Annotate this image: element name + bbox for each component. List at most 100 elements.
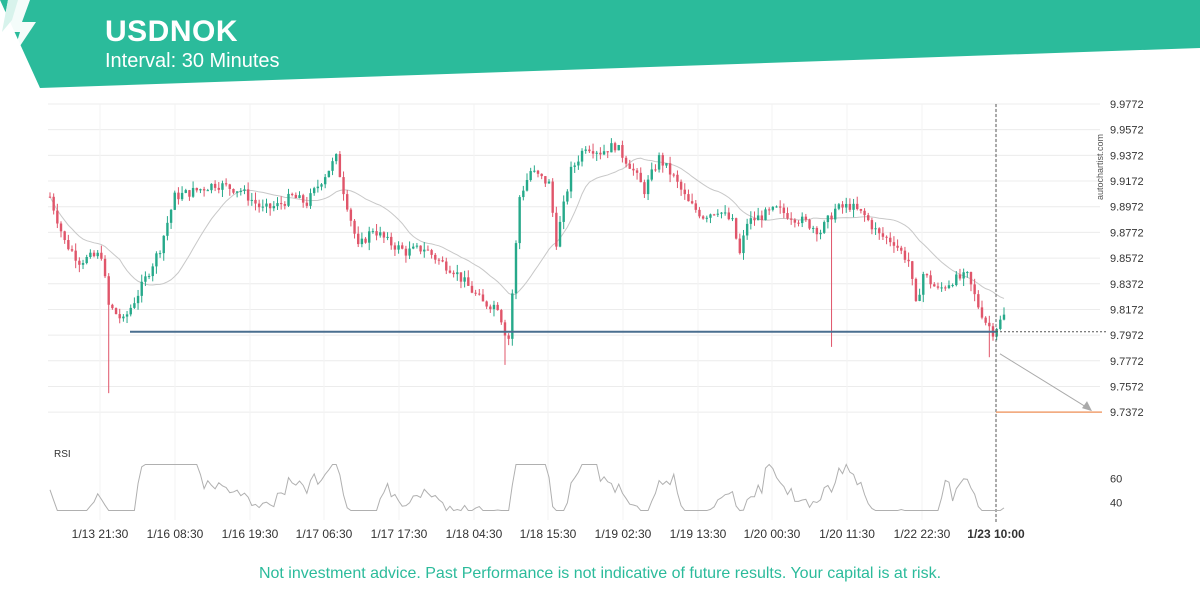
candle-body bbox=[716, 213, 719, 215]
candle-body bbox=[823, 222, 826, 233]
price-tick-label: 9.8372 bbox=[1110, 279, 1144, 291]
candle-body bbox=[841, 204, 844, 208]
candle-body bbox=[657, 155, 661, 170]
candle-body bbox=[415, 245, 419, 247]
candle-body bbox=[966, 272, 969, 274]
rsi-line bbox=[49, 463, 1005, 512]
candle-body bbox=[944, 287, 947, 289]
candle-body bbox=[874, 228, 877, 230]
price-tick-label: 9.7772 bbox=[1110, 356, 1144, 368]
candle-body bbox=[694, 203, 697, 210]
time-tick-label: 1/22 22:30 bbox=[894, 527, 951, 541]
candle-body bbox=[896, 245, 899, 248]
candle-body bbox=[753, 218, 756, 221]
candle-body bbox=[815, 227, 819, 235]
candle-body bbox=[819, 232, 822, 235]
interval-label: Interval: 30 Minutes bbox=[105, 50, 280, 72]
candle-body bbox=[136, 295, 140, 304]
candle-body bbox=[922, 274, 925, 295]
candle-body bbox=[547, 181, 551, 184]
candle-body bbox=[401, 245, 404, 249]
candle-body bbox=[635, 170, 639, 173]
candle-body bbox=[184, 190, 187, 193]
candle-body bbox=[955, 274, 958, 286]
candle-body bbox=[368, 231, 371, 243]
candle-body bbox=[489, 306, 492, 310]
price-chart: 9.9772 9.9572 9.9372 9.9172 9.8972 9.8772 9.85… bbox=[48, 99, 1144, 541]
header-background bbox=[0, 0, 1200, 88]
candle-body bbox=[85, 256, 88, 264]
time-tick-label: 1/13 21:30 bbox=[72, 527, 129, 541]
candle-body bbox=[353, 220, 356, 234]
candle-body bbox=[210, 183, 213, 191]
rsi-tick-label: 40 bbox=[1110, 497, 1122, 509]
candle-body bbox=[606, 151, 609, 153]
candle-body bbox=[459, 272, 463, 282]
candle-body bbox=[533, 170, 536, 172]
candle-body bbox=[96, 252, 99, 257]
time-tick-label: 1/16 19:30 bbox=[222, 527, 279, 541]
forecast-arrow-head bbox=[1082, 401, 1092, 412]
candle-body bbox=[287, 193, 290, 206]
candle-body bbox=[900, 247, 903, 251]
candle-body bbox=[144, 276, 147, 282]
candle-body bbox=[250, 199, 254, 201]
candle-body bbox=[140, 281, 143, 296]
candle-body bbox=[639, 172, 642, 183]
candle-body bbox=[859, 209, 863, 211]
candle-body bbox=[610, 143, 613, 153]
candle-body bbox=[114, 308, 118, 315]
candle-body bbox=[727, 212, 731, 220]
candle-body bbox=[628, 163, 631, 169]
candle-body bbox=[771, 206, 775, 210]
candle-body bbox=[668, 163, 672, 175]
candle-body bbox=[522, 190, 525, 198]
time-tick-label: 1/17 06:30 bbox=[296, 527, 353, 541]
candle-body bbox=[834, 208, 837, 220]
candle-body bbox=[977, 294, 980, 308]
forecast-arrow-line bbox=[999, 353, 1089, 409]
candle-body bbox=[357, 233, 360, 245]
candle-body bbox=[261, 206, 265, 208]
candle-body bbox=[514, 243, 518, 294]
candle-body bbox=[911, 261, 914, 279]
candle-body bbox=[221, 183, 224, 190]
candle-body bbox=[125, 314, 129, 317]
candle-body bbox=[683, 189, 686, 195]
candle-body bbox=[371, 231, 375, 233]
candle-body bbox=[720, 212, 723, 214]
candle-body bbox=[316, 186, 320, 189]
candle-body bbox=[202, 189, 206, 191]
candle-body bbox=[503, 322, 507, 336]
candle-body bbox=[188, 190, 191, 197]
candle-body bbox=[676, 174, 679, 182]
candle-body bbox=[246, 189, 250, 201]
time-tick-label: 1/18 15:30 bbox=[520, 527, 577, 541]
price-tick-label: 9.7572 bbox=[1110, 381, 1144, 393]
candle-body bbox=[349, 209, 353, 221]
candle-body bbox=[166, 222, 169, 236]
candle-body bbox=[511, 293, 514, 339]
price-tick-label: 9.8972 bbox=[1110, 202, 1144, 214]
candle-body bbox=[56, 210, 59, 224]
candle-body bbox=[830, 215, 833, 220]
time-tick-label: 1/16 08:30 bbox=[147, 527, 204, 541]
candle-body bbox=[518, 197, 521, 244]
candle-body bbox=[767, 209, 771, 211]
candle-body bbox=[283, 204, 287, 206]
candle-body bbox=[573, 165, 576, 167]
candle-body bbox=[731, 218, 734, 220]
candle-body bbox=[558, 221, 562, 247]
candle-body bbox=[151, 266, 154, 277]
candle-body bbox=[206, 190, 209, 192]
candle-body bbox=[903, 250, 907, 260]
candle-body bbox=[562, 201, 565, 222]
candle-body bbox=[701, 216, 705, 219]
candle-body bbox=[331, 161, 334, 171]
price-tick-label: 9.9772 bbox=[1110, 99, 1144, 111]
candle-body bbox=[852, 203, 855, 210]
candle-body bbox=[360, 238, 364, 245]
candle-body bbox=[335, 154, 338, 162]
candle-body bbox=[228, 184, 231, 189]
candle-body bbox=[705, 217, 708, 219]
